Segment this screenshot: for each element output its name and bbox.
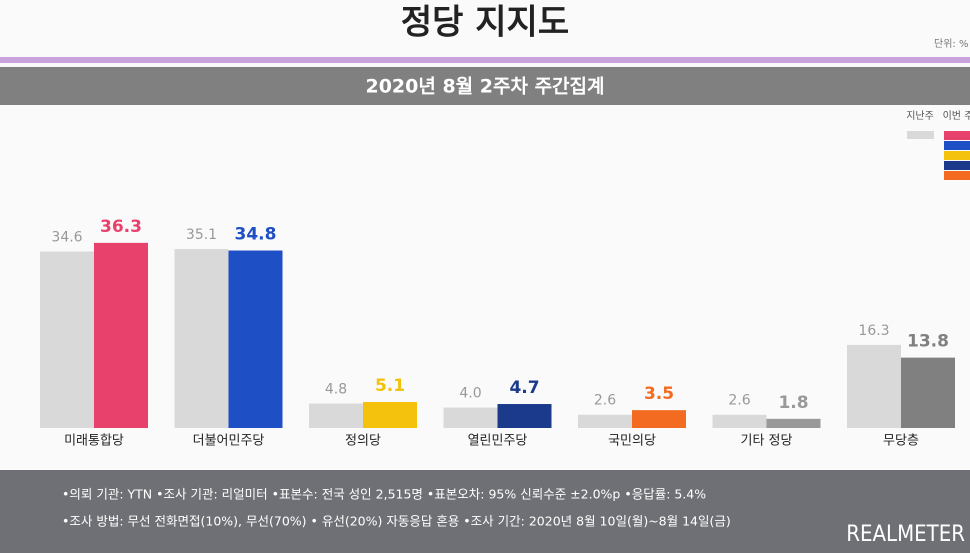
value-label: 2.6 — [728, 393, 750, 409]
bar — [174, 248, 229, 428]
value-label: 3.5 — [644, 384, 674, 404]
bar — [443, 407, 498, 428]
x-tick-label: 정의당 — [345, 434, 381, 449]
value-label: 34.6 — [51, 230, 82, 246]
x-tick-label: 무당층 — [883, 434, 919, 449]
x-tick-label: 미래통합당 — [64, 434, 124, 449]
subtitle-band — [0, 67, 970, 105]
brand: REALMETER — [846, 522, 965, 547]
bar — [94, 242, 148, 428]
legend-label: 이번 주 — [943, 110, 970, 122]
value-label: 5.1 — [375, 376, 405, 396]
notes-box — [0, 470, 970, 553]
legend-swatch — [944, 131, 970, 140]
bar — [363, 401, 417, 428]
bar — [766, 418, 821, 428]
bar — [228, 250, 283, 428]
x-tick-label: 더불어민주당 — [193, 434, 265, 449]
legend-swatch — [944, 161, 970, 170]
bar — [497, 404, 552, 428]
chart-title: 정당 지지도 — [401, 3, 569, 43]
value-label: 1.8 — [778, 393, 808, 413]
x-tick-label: 국민의당 — [608, 434, 656, 449]
x-tick-label: 열린민주당 — [468, 434, 528, 449]
value-label: 4.8 — [325, 382, 347, 398]
note: •의뢰 기관: YTN •조사 기관: 리얼미터 •표본수: 전국 성인 2,5… — [62, 487, 706, 502]
bar — [901, 357, 955, 428]
x-tick-label: 기타 정당 — [741, 434, 793, 449]
value-label: 13.8 — [907, 332, 949, 352]
chart-subtitle: 2020년 8월 2주차 주간집계 — [365, 76, 604, 98]
value-label: 36.3 — [100, 217, 142, 237]
legend-swatch — [944, 151, 970, 160]
bar — [309, 403, 363, 428]
value-label: 34.8 — [235, 225, 277, 245]
bar — [578, 414, 632, 428]
value-label: 4.7 — [509, 378, 539, 398]
bar — [632, 410, 686, 428]
accent-line — [0, 57, 970, 63]
legend-swatch — [944, 141, 970, 150]
value-label: 4.0 — [459, 386, 481, 402]
value-label: 16.3 — [858, 323, 889, 339]
legend-label: 지난주 — [906, 110, 934, 122]
legend-swatch — [907, 131, 934, 139]
value-label: 35.1 — [186, 227, 217, 243]
bar — [847, 344, 901, 428]
legend-swatch — [944, 171, 970, 180]
unit-label: 단위: % — [934, 37, 968, 50]
bar — [712, 414, 767, 428]
value-label: 2.6 — [594, 393, 616, 409]
bar — [40, 251, 94, 428]
note: •조사 방법: 무선 전화면접(10%), 무선(70%) • 유선(20%) … — [62, 514, 731, 529]
